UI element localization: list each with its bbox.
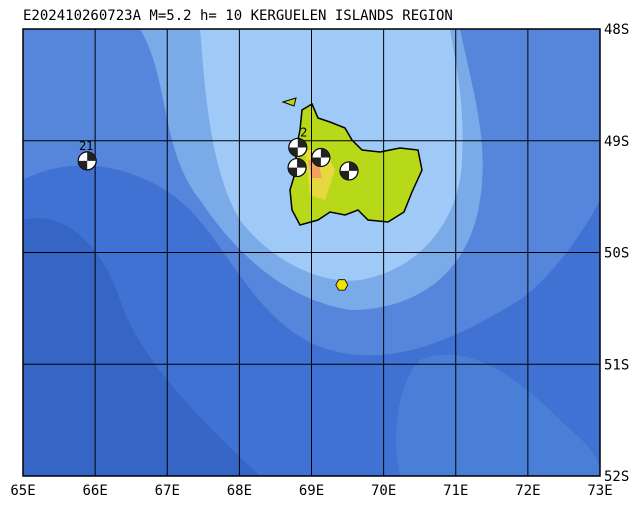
lon-label: 73E [587, 483, 612, 499]
focal-mechanism [311, 147, 331, 168]
event-label: 2 [300, 125, 307, 139]
focal-mechanism [339, 161, 359, 181]
lon-label: 65E [10, 483, 35, 499]
focal-mechanism [288, 137, 308, 158]
lon-label: 67E [155, 483, 180, 499]
beachball-quadrant [78, 151, 97, 170]
focal-mechanism [287, 157, 307, 178]
event-label: 21 [79, 139, 93, 153]
lon-label: 68E [227, 483, 252, 499]
lon-label: 66E [82, 483, 107, 499]
map-title: E202410260723A M=5.2 h= 10 KERGUELEN ISL… [23, 8, 453, 24]
lat-label: 51S [604, 357, 629, 373]
lon-label: 71E [443, 483, 468, 499]
beachball-quadrant [288, 158, 307, 177]
beachball-quadrant [288, 138, 307, 157]
lat-label: 48S [604, 22, 629, 38]
focal-mechanism [77, 151, 97, 171]
lat-label: 50S [604, 246, 629, 262]
lon-label: 72E [515, 483, 540, 499]
epicenter [335, 279, 349, 291]
lat-label: 52S [604, 469, 629, 485]
lon-label: 69E [299, 483, 324, 499]
lon-label: 70E [371, 483, 396, 499]
beachball-quadrant [340, 161, 359, 180]
beachball-quadrant [311, 148, 330, 167]
lat-label: 49S [604, 134, 629, 150]
map-frame [22, 28, 601, 477]
